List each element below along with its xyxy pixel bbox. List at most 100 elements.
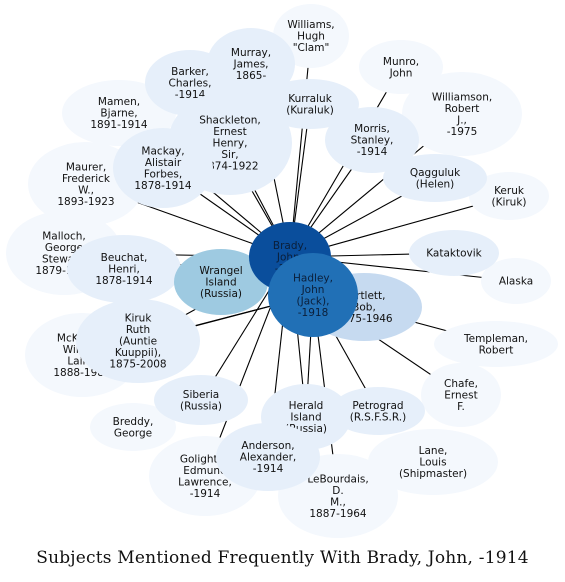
node-williams-label-line: Williams, [287,19,334,31]
node-beuchat[interactable]: Beuchat, Henri, 1878-1914 [67,235,181,303]
node-shackleton-label: Shackleton, Ernest Henry, Sir, 1874-1922 [199,115,261,173]
node-qagguluk-label: Qagguluk (Helen) [410,167,461,191]
node-wrangel-label: Wrangel Island (Russia) [199,265,242,300]
node-munro[interactable]: Munro, John [359,40,443,94]
node-breddy-bubble [90,403,176,451]
node-keruk-label-line: Keruk [494,185,525,197]
node-lebourdais-label-line: M., [330,496,346,508]
node-keruk-bubble [469,172,549,220]
node-lane-label: Lane, Louis (Shipmaster) [399,445,467,480]
node-williamson-label-line: -1975 [447,126,478,138]
node-shackleton-label-line: 1874-1922 [201,161,258,173]
node-morris-label-line: Morris, [354,123,390,135]
node-kurraluk-label-line: (Kuraluk) [286,104,334,116]
node-siberia[interactable]: Siberia (Russia) [154,375,248,425]
node-templeman-label-line: Robert [479,344,514,356]
node-wrangel-label-line: Wrangel [199,265,242,277]
node-beuchat-bubble [67,235,181,303]
node-lane-label-line: Lane, [419,445,448,457]
node-barker-label-line: Barker, [171,66,209,78]
node-barker-label-line: -1914 [175,89,206,101]
node-keruk[interactable]: Keruk (Kiruk) [469,172,549,220]
node-chafe-label-line: Ernest [444,390,477,402]
node-morris-label: Morris, Stanley, -1914 [351,123,394,158]
node-hadley-label-line: -1918 [298,307,329,319]
node-chafe-label-line: F. [457,401,465,413]
node-kataktovik-label-line: Kataktovik [426,248,482,260]
node-herald-label-line: Herald [289,400,324,412]
node-kurraluk[interactable]: Kurraluk (Kuraluk) [261,79,359,129]
node-templeman-bubble [434,321,558,367]
node-beuchat-label-line: 1878-1914 [95,275,153,287]
node-mackay-label-line: Alistair [145,157,182,169]
node-kataktovik[interactable]: Kataktovik [409,230,499,276]
node-murray-label-line: James, [232,59,268,71]
node-shackleton-label-line: Henry, [213,138,248,150]
node-murray-label-line: 1865- [236,70,267,82]
node-siberia-bubble [154,375,248,425]
node-morris-bubble [325,107,419,173]
node-shackleton-label-line: Ernest [213,126,246,138]
node-anderson-label: Anderson, Alexander, -1914 [240,440,296,475]
node-anderson-label-line: Alexander, [240,452,296,464]
node-mackay[interactable]: Mackay, Alistair Forbes, 1878-1914 [113,128,213,208]
node-kurraluk-label-line: Kurraluk [288,93,332,105]
node-templeman[interactable]: Templeman, Robert [434,321,558,367]
node-kiruk[interactable]: Kiruk Ruth (Auntie Kuuppii), 1875-2008 [76,299,200,383]
node-breddy-label-line: Breddy, [113,416,154,428]
node-wrangel-bubble [174,249,268,315]
node-shackleton-label-line: Shackleton, [199,115,261,127]
node-breddy[interactable]: Breddy, George [90,403,176,451]
edge-brady-williams [289,35,312,258]
node-petrograd-label: Petrograd (R.S.F.S.R.) [350,400,406,424]
node-qagguluk-bubble [383,154,487,202]
node-petrograd-bubble [331,387,425,435]
node-hadley-label-line: John [301,284,325,296]
node-qagguluk[interactable]: Qagguluk (Helen) [383,154,487,202]
node-keruk-label-line: (Kiruk) [491,196,526,208]
node-chafe[interactable]: Chafe, Ernest F. [421,363,501,427]
node-maurer-label-line: 1893-1923 [57,196,114,208]
node-williamson[interactable]: Williamson, Robert J., -1975 [402,72,522,156]
node-mamen-label-line: Mamen, [98,96,140,108]
node-hadley[interactable]: Hadley, John (Jack), -1918 [268,253,358,337]
node-murray-label-line: Murray, [231,47,271,59]
node-mackay-label: Mackay, Alistair Forbes, 1878-1914 [134,145,192,192]
node-beuchat-label-line: Henri, [108,264,140,276]
chart-title: Subjects Mentioned Frequently With Brady… [36,548,529,568]
node-lebourdais-label-line: LeBourdais, [307,473,368,485]
node-lane[interactable]: Lane, Louis (Shipmaster) [368,429,498,495]
node-barker-label-line: Charles, [169,78,212,90]
node-malloch-label-line: George [45,242,83,254]
node-golightly-label-line: Lawrence, [178,476,232,488]
node-williamson-label: Williamson, Robert J., -1975 [432,91,492,138]
node-shackleton-label-line: Sir, [221,149,238,161]
node-siberia-label-line: Siberia [183,389,219,401]
node-anderson-label-line: Anderson, [241,440,294,452]
node-malloch-label-line: Malloch, [42,230,86,242]
node-lebourdais-label-line: D. [332,485,343,497]
node-mackay-bubble [113,128,213,208]
node-williamson-bubble [402,72,522,156]
node-kataktovik-bubble [409,230,499,276]
node-williamson-label-line: Robert [445,103,480,115]
node-mamen[interactable]: Mamen, Bjarne, 1891-1914 [62,80,176,146]
node-brady-label-line: Brady, [273,240,307,252]
node-kurraluk-label: Kurraluk (Kuraluk) [286,93,334,117]
node-alaska[interactable]: Alaska [481,258,551,304]
node-wrangel[interactable]: Wrangel Island (Russia) [174,249,268,315]
node-munro-label-line: Munro, [383,56,419,68]
node-lane-label-line: Louis [419,457,446,469]
node-chafe-label-line: Chafe, [444,378,478,390]
node-anderson[interactable]: Anderson, Alexander, -1914 [216,423,320,491]
node-morris[interactable]: Morris, Stanley, -1914 [325,107,419,173]
node-kiruk-label-line: Ruth [126,324,150,336]
node-anderson-label-line: -1914 [253,463,284,475]
node-petrograd[interactable]: Petrograd (R.S.F.S.R.) [331,387,425,435]
node-kiruk-label-line: Kuuppii), [115,347,161,359]
node-lebourdais-label: LeBourdais, D. M., 1887-1964 [307,473,368,520]
node-mamen-bubble [62,80,176,146]
node-siberia-label: Siberia (Russia) [180,389,222,413]
node-morris-label-line: Stanley, [351,135,394,147]
